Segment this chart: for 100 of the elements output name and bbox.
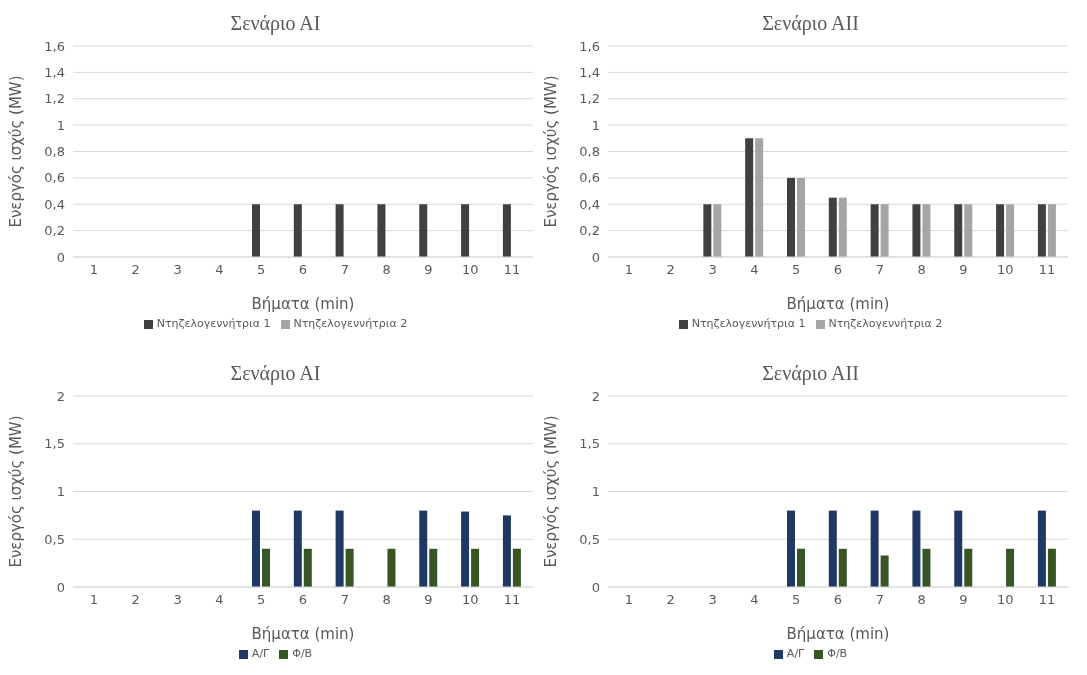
x-axis-title: Βήματα (min)	[786, 625, 890, 643]
y-tick-label: 1,4	[44, 64, 65, 80]
x-tick-label: 4	[215, 592, 224, 608]
x-tick-label: 9	[424, 592, 433, 608]
chart-title: Σενάριο ΑΙΙ	[761, 11, 860, 37]
y-tick-label: 0,5	[579, 531, 600, 547]
bar	[713, 204, 722, 257]
y-axis-title: Ενεργός ισχύς (MW)	[7, 415, 26, 568]
bar	[838, 197, 847, 257]
x-tick-label: 3	[708, 592, 717, 608]
x-tick-label: 10	[997, 262, 1014, 278]
x-tick-label: 7	[340, 592, 349, 608]
bar	[745, 138, 754, 257]
legend-label: Φ/Β	[292, 647, 313, 660]
bar	[387, 548, 396, 587]
x-tick-label: 11	[1038, 592, 1056, 608]
bar	[796, 177, 805, 257]
y-tick-label: 0,4	[44, 196, 65, 212]
legend-label: Ντηζελογεννήτρια 1	[156, 317, 271, 330]
x-tick-label: 1	[624, 262, 634, 278]
y-tick-label: 0,8	[579, 144, 600, 160]
y-tick-label: 0	[591, 249, 600, 265]
bar	[429, 548, 438, 587]
bar	[345, 548, 354, 587]
y-tick-label: 0	[56, 249, 65, 265]
x-tick-label: 3	[708, 262, 717, 278]
x-tick-label: 11	[1038, 262, 1056, 278]
bar	[419, 510, 428, 587]
x-tick-label: 10	[462, 592, 479, 608]
x-tick-label: 10	[997, 592, 1014, 608]
x-tick-label: 6	[833, 592, 843, 608]
bar	[1006, 204, 1015, 257]
bar	[796, 548, 805, 587]
y-tick-label: 1,2	[579, 91, 600, 107]
y-tick-label: 1	[591, 117, 600, 133]
legend-label: Ντηζελογεννήτρια 1	[691, 317, 806, 330]
y-tick-label: 0	[591, 579, 600, 595]
y-tick-label: 0,2	[44, 223, 65, 239]
y-tick-label: 1	[56, 117, 65, 133]
chart-title: Σενάριο ΑΙΙ	[761, 361, 860, 387]
x-tick-label: 6	[833, 262, 843, 278]
y-tick-label: 0,8	[44, 144, 65, 160]
y-tick-label: 1	[56, 484, 65, 500]
x-tick-label: 1	[89, 592, 99, 608]
bar	[880, 204, 889, 257]
y-tick-label: 0,5	[44, 531, 65, 547]
x-tick-label: 8	[917, 262, 926, 278]
x-tick-label: 11	[503, 262, 521, 278]
x-tick-label: 9	[424, 262, 433, 278]
x-tick-label: 9	[959, 592, 968, 608]
y-tick-label: 1,5	[44, 436, 65, 452]
x-tick-label: 5	[257, 592, 266, 608]
y-tick-label: 2	[56, 388, 65, 404]
x-tick-label: 1	[624, 592, 634, 608]
y-tick-label: 1,6	[44, 38, 65, 54]
bar	[964, 204, 973, 257]
y-tick-label: 1,4	[579, 64, 600, 80]
bar	[786, 510, 795, 587]
bar	[502, 515, 511, 587]
bar	[512, 548, 521, 587]
y-tick-label: 2	[591, 388, 600, 404]
bar	[964, 548, 973, 587]
x-tick-label: 2	[666, 592, 675, 608]
bar	[870, 510, 879, 587]
x-tick-label: 6	[298, 592, 308, 608]
legend-label: Φ/Β	[827, 647, 848, 660]
bar	[1037, 204, 1046, 257]
x-tick-label: 5	[257, 262, 266, 278]
bar	[838, 548, 847, 587]
y-axis-title: Ενεργός ισχύς (MW)	[542, 75, 561, 228]
chart-title: Σενάριο ΑΙ	[229, 11, 322, 37]
legend-label: Ντηζελογεννήτρια 2	[293, 317, 408, 330]
y-tick-label: 0,2	[579, 223, 600, 239]
legend-label: Ντηζελογεννήτρια 2	[828, 317, 943, 330]
bar	[922, 548, 931, 587]
bar	[471, 548, 480, 587]
x-tick-label: 4	[750, 592, 759, 608]
x-tick-label: 5	[792, 592, 801, 608]
bar	[261, 548, 270, 587]
y-tick-label: 0,6	[44, 170, 65, 186]
y-tick-label: 1,6	[579, 38, 600, 54]
x-tick-label: 5	[792, 262, 801, 278]
bar	[880, 555, 889, 587]
bar	[1006, 548, 1015, 587]
x-tick-label: 1	[89, 262, 99, 278]
bar	[251, 510, 260, 587]
bar	[786, 177, 795, 257]
bar	[303, 548, 312, 587]
bar	[828, 197, 837, 257]
bar	[954, 510, 963, 587]
bar	[335, 510, 344, 587]
bar	[1047, 204, 1056, 257]
x-tick-label: 2	[131, 592, 140, 608]
x-tick-label: 11	[503, 592, 521, 608]
x-tick-label: 7	[875, 262, 884, 278]
x-tick-label: 6	[298, 262, 308, 278]
bar	[828, 510, 837, 587]
y-tick-label: 1,2	[44, 91, 65, 107]
bar	[870, 204, 879, 257]
y-axis-title: Ενεργός ισχύς (MW)	[7, 75, 26, 228]
